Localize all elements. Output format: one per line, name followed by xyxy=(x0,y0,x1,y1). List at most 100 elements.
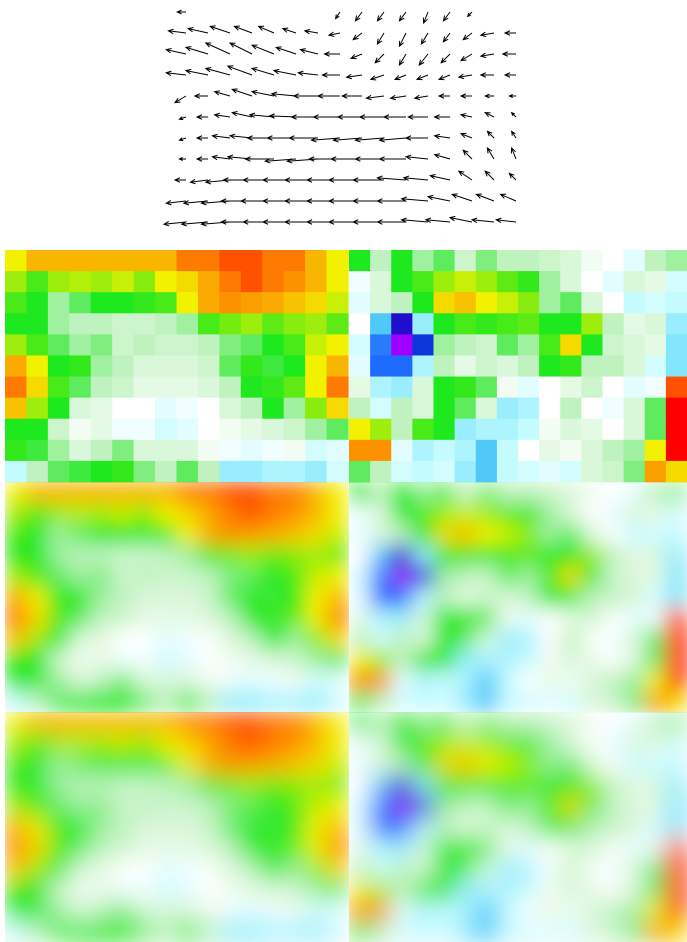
heatmap-cell xyxy=(518,753,540,776)
heatmap-cell xyxy=(665,732,687,755)
heatmap-cell xyxy=(90,670,113,692)
heatmap-cell xyxy=(412,313,435,335)
arrow xyxy=(352,32,363,41)
heatmap-cell xyxy=(644,460,667,483)
heatmap-cell xyxy=(47,900,70,922)
heatmap-cell xyxy=(176,753,199,776)
heatmap-cell xyxy=(475,649,498,671)
heatmap-cell xyxy=(176,334,199,357)
heatmap-cell xyxy=(90,376,113,399)
heatmap-cell xyxy=(133,649,156,671)
heatmap-cell xyxy=(518,837,540,859)
heatmap-cell xyxy=(240,670,263,692)
arrow xyxy=(180,221,209,227)
heatmap-cell xyxy=(349,858,371,880)
heatmap-cell xyxy=(112,544,135,567)
heatmap-cell xyxy=(412,732,435,755)
heatmap-cell xyxy=(26,460,49,483)
heatmap-cell xyxy=(433,649,456,671)
heatmap-cell xyxy=(454,482,477,504)
heatmap-cell xyxy=(370,753,392,776)
heatmap-cell xyxy=(433,837,456,859)
heatmap-cell xyxy=(518,774,540,797)
heatmap-cell xyxy=(454,544,477,567)
heatmap-cell xyxy=(644,879,667,901)
heatmap-cell xyxy=(155,691,178,713)
heatmap-cell xyxy=(581,271,604,293)
heatmap-cell xyxy=(665,439,687,462)
arrow xyxy=(178,116,187,121)
heatmap-cell xyxy=(5,397,28,420)
heatmap-cell xyxy=(305,607,328,629)
arrow xyxy=(195,135,208,141)
heatmap-cell xyxy=(26,795,49,818)
heatmap-cell xyxy=(665,376,687,399)
heatmap-cell xyxy=(623,334,646,357)
heatmap-cell xyxy=(262,271,285,293)
heatmap-cell xyxy=(219,691,242,713)
heatmap-cell xyxy=(283,879,306,901)
heatmap-cell xyxy=(412,795,435,818)
heatmap-cell xyxy=(112,565,135,588)
heatmap-cell xyxy=(602,753,625,776)
heatmap-cell xyxy=(665,712,687,734)
heatmap-cell xyxy=(26,858,49,880)
heatmap-cell xyxy=(370,649,392,671)
heatmap-cell xyxy=(560,544,582,567)
heatmap-cell xyxy=(47,628,70,650)
heatmap-cell xyxy=(496,900,519,922)
heatmap-cell xyxy=(539,753,561,776)
heatmap-cell xyxy=(496,544,519,567)
arrow xyxy=(508,172,517,181)
heatmap-cell xyxy=(665,900,687,922)
heatmap-cell xyxy=(370,795,392,818)
heatmap-cell xyxy=(197,586,220,609)
arrow xyxy=(292,93,318,99)
heatmap-cell xyxy=(155,482,178,504)
heatmap-cell xyxy=(112,355,135,378)
heatmap-cell xyxy=(560,816,582,839)
heatmap-cell xyxy=(326,628,349,650)
heatmap-cell xyxy=(69,879,92,901)
heatmap-cell xyxy=(412,271,435,293)
heatmap-cell xyxy=(47,502,70,525)
heatmap-cell xyxy=(219,858,242,880)
heatmap-cell xyxy=(518,397,540,420)
heatmap-cell xyxy=(176,460,199,483)
heatmap-cell xyxy=(90,250,113,272)
heatmap-cell xyxy=(496,376,519,399)
heatmap-cell xyxy=(176,502,199,525)
heatmap-cell xyxy=(560,753,582,776)
heatmap-cell xyxy=(197,837,220,859)
heatmap-cell xyxy=(197,250,220,272)
heatmap-cell xyxy=(283,482,306,504)
heatmap-cell xyxy=(349,565,371,588)
heatmap-cell xyxy=(69,439,92,462)
heatmap-cell xyxy=(370,292,392,314)
arrow xyxy=(250,67,275,76)
heatmap-cell xyxy=(581,900,604,922)
heatmap-cell xyxy=(262,397,285,420)
heatmap-cell xyxy=(283,397,306,420)
heatmap-cell xyxy=(581,460,604,483)
heatmap-cell xyxy=(155,753,178,776)
heatmap-cell xyxy=(240,712,263,734)
heatmap-cell xyxy=(518,586,540,609)
heatmap-cell xyxy=(412,837,435,859)
arrow xyxy=(173,177,186,183)
heatmap-cell xyxy=(26,879,49,901)
heatmap-cell xyxy=(370,586,392,609)
heatmap-cell xyxy=(90,753,113,776)
heatmap-cell xyxy=(496,586,519,609)
heatmap-cell xyxy=(560,628,582,650)
heatmap-cell xyxy=(219,334,242,357)
heatmap-cell xyxy=(5,753,28,776)
heatmap-cell xyxy=(560,774,582,797)
heatmap-panel xyxy=(5,712,349,942)
heatmap-cell xyxy=(262,439,285,462)
heatmap-cell xyxy=(133,628,156,650)
heatmap-cell xyxy=(412,565,435,588)
heatmap-cell xyxy=(262,607,285,629)
heatmap-cell xyxy=(326,376,349,399)
heatmap-cell xyxy=(326,544,349,567)
